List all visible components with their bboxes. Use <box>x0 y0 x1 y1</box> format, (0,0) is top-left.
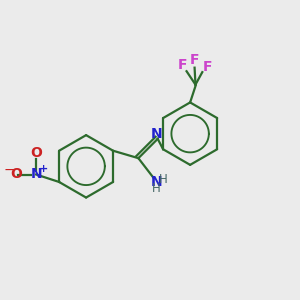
Text: +: + <box>39 164 48 174</box>
Text: H: H <box>159 173 167 186</box>
Text: N: N <box>150 127 162 140</box>
Text: N: N <box>30 167 42 181</box>
Text: F: F <box>178 58 187 72</box>
Text: F: F <box>202 60 212 74</box>
Text: F: F <box>190 53 199 67</box>
Text: O: O <box>10 167 22 181</box>
Text: −: − <box>3 163 15 177</box>
Text: H: H <box>152 182 161 195</box>
Text: O: O <box>30 146 42 161</box>
Text: N: N <box>150 175 162 189</box>
